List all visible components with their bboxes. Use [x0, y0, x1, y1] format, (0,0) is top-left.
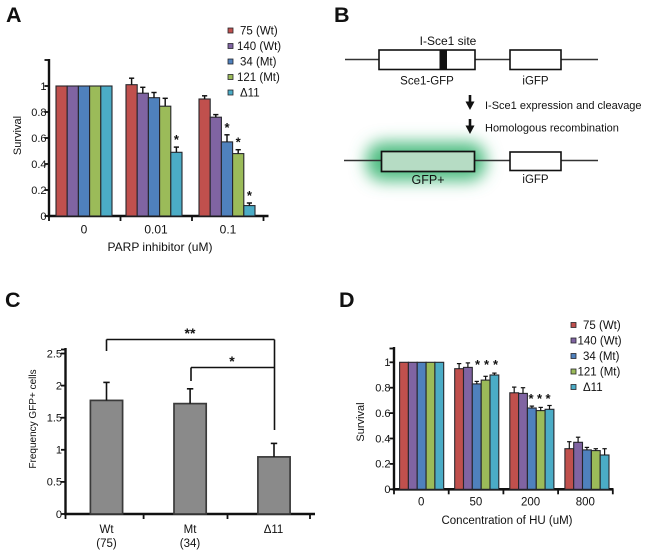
svg-text:1: 1 — [56, 445, 62, 457]
svg-text:0.6: 0.6 — [31, 133, 46, 145]
svg-text:Concentration of HU (uM): Concentration of HU (uM) — [441, 515, 572, 527]
svg-text:*: * — [475, 357, 481, 372]
svg-text:140 (Wt): 140 (Wt) — [578, 336, 622, 348]
svg-text:*: * — [537, 391, 543, 406]
svg-text:0.1: 0.1 — [220, 223, 237, 237]
svg-text:0: 0 — [40, 211, 46, 223]
svg-text:0.8: 0.8 — [375, 383, 390, 395]
svg-text:*: * — [236, 135, 242, 150]
svg-text:0.2: 0.2 — [31, 185, 46, 197]
svg-text:800: 800 — [576, 497, 595, 509]
svg-text:0.4: 0.4 — [31, 159, 46, 171]
svg-text:50: 50 — [470, 497, 483, 509]
svg-text:*: * — [484, 357, 490, 372]
svg-text:**: ** — [185, 325, 196, 341]
svg-text:200: 200 — [521, 497, 540, 509]
svg-text:Homologous recombination: Homologous recombination — [485, 123, 619, 135]
svg-text:75 (Wt): 75 (Wt) — [583, 320, 621, 332]
svg-text:0: 0 — [56, 509, 62, 521]
svg-text:34 (Mt): 34 (Mt) — [240, 57, 277, 69]
svg-text:121 (Mt): 121 (Mt) — [578, 367, 621, 379]
svg-text:I-Sce1 expression and cleavage: I-Sce1 expression and cleavage — [485, 100, 642, 112]
svg-text:0.5: 0.5 — [47, 477, 62, 489]
svg-text:*: * — [224, 120, 230, 135]
svg-text:121 (Mt): 121 (Mt) — [237, 72, 280, 84]
svg-text:*: * — [247, 188, 253, 203]
svg-text:(34): (34) — [180, 538, 201, 550]
svg-text:I-Sce1 site: I-Sce1 site — [420, 34, 477, 48]
svg-text:1.5: 1.5 — [47, 413, 62, 425]
svg-text:GFP+: GFP+ — [412, 173, 445, 187]
svg-text:Δ11: Δ11 — [264, 524, 284, 536]
svg-text:(75): (75) — [96, 538, 117, 550]
svg-text:0: 0 — [81, 223, 88, 237]
svg-text:140 (Wt): 140 (Wt) — [237, 41, 281, 53]
svg-text:Frequency GFP+ cells: Frequency GFP+ cells — [28, 369, 39, 468]
svg-text:iGFP: iGFP — [522, 76, 549, 88]
svg-text:iGFP: iGFP — [522, 174, 549, 186]
svg-text:0.8: 0.8 — [31, 107, 46, 119]
svg-text:1: 1 — [384, 357, 390, 369]
svg-text:PARP inhibitor (uM): PARP inhibitor (uM) — [108, 240, 213, 254]
svg-text:*: * — [528, 391, 534, 406]
svg-text:Survival: Survival — [355, 402, 367, 441]
svg-text:D: D — [339, 288, 355, 312]
svg-text:1: 1 — [40, 81, 46, 93]
svg-text:Survival: Survival — [12, 116, 24, 155]
svg-text:Δ11: Δ11 — [583, 382, 603, 394]
svg-text:0: 0 — [384, 484, 390, 496]
svg-text:C: C — [5, 288, 21, 312]
svg-text:Wt: Wt — [99, 524, 114, 536]
svg-text:A: A — [6, 3, 22, 27]
svg-text:Sce1-GFP: Sce1-GFP — [400, 76, 454, 88]
svg-text:0.4: 0.4 — [375, 433, 390, 445]
svg-text:Mt: Mt — [184, 524, 198, 536]
svg-text:*: * — [493, 357, 499, 372]
svg-text:0.6: 0.6 — [375, 408, 390, 420]
svg-text:Δ11: Δ11 — [240, 88, 260, 100]
svg-text:2.5: 2.5 — [47, 348, 62, 360]
svg-text:0.2: 0.2 — [375, 459, 390, 471]
svg-text:0: 0 — [418, 497, 424, 509]
svg-text:*: * — [545, 391, 551, 406]
svg-text:*: * — [174, 132, 180, 147]
svg-text:0.01: 0.01 — [144, 223, 168, 237]
svg-text:75 (Wt): 75 (Wt) — [240, 26, 278, 38]
svg-text:B: B — [334, 3, 350, 27]
svg-text:*: * — [229, 353, 235, 369]
svg-text:2: 2 — [56, 380, 62, 392]
svg-text:34 (Mt): 34 (Mt) — [583, 351, 620, 363]
